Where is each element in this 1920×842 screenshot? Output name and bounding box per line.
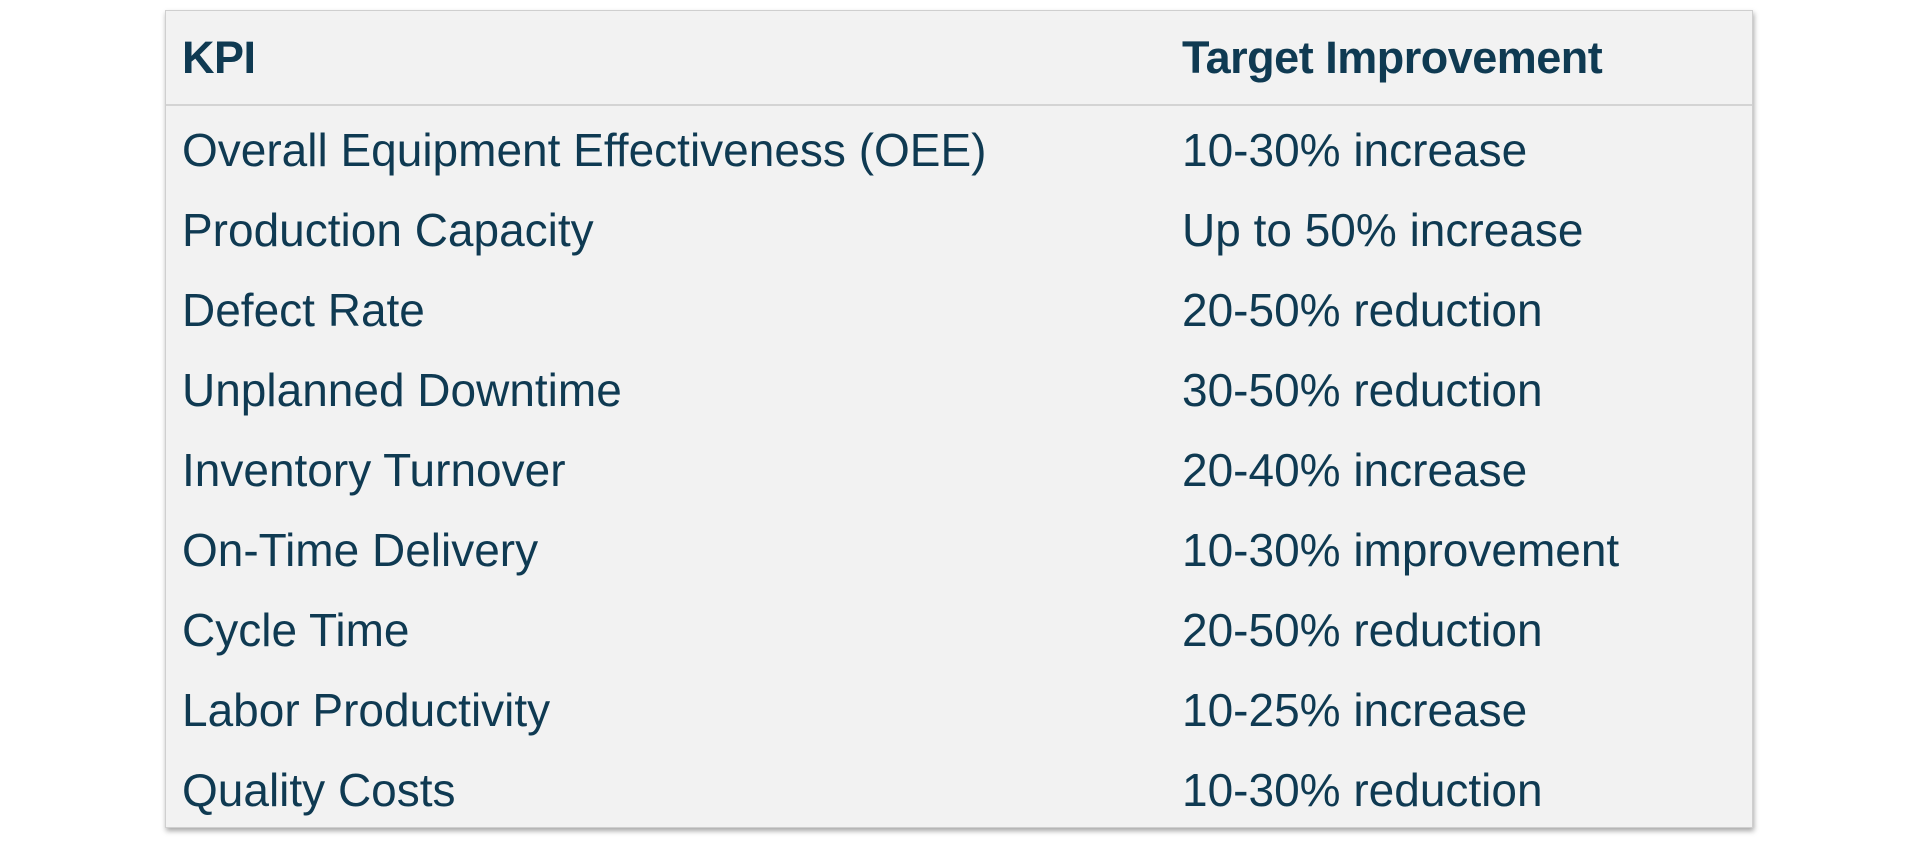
table-row: Cycle Time 20-50% reduction: [166, 590, 1752, 670]
table-row: Unplanned Downtime 30-50% reduction: [166, 350, 1752, 430]
table-row: Production Capacity Up to 50% increase: [166, 190, 1752, 270]
target-cell: 20-40% increase: [1182, 444, 1528, 496]
kpi-table-card: KPI Target Improvement Overall Equipment …: [165, 10, 1753, 828]
target-cell: 30-50% reduction: [1182, 364, 1543, 416]
target-cell: 10-30% reduction: [1182, 764, 1543, 816]
table-row: Inventory Turnover 20-40% increase: [166, 430, 1752, 510]
header-row: KPI Target Improvement: [166, 11, 1752, 106]
kpi-cell: Overall Equipment Effectiveness (OEE): [182, 124, 987, 176]
kpi-cell: On-Time Delivery: [182, 524, 539, 576]
kpi-cell: Inventory Turnover: [182, 444, 566, 496]
table-row: Defect Rate 20-50% reduction: [166, 270, 1752, 350]
kpi-cell: Unplanned Downtime: [182, 364, 622, 416]
target-cell: 20-50% reduction: [1182, 604, 1543, 656]
table-row: Overall Equipment Effectiveness (OEE) 10-…: [166, 105, 1752, 190]
table-row: On-Time Delivery 10-30% improvement: [166, 510, 1752, 590]
target-cell: 20-50% reduction: [1182, 284, 1543, 336]
table-row: Labor Productivity 10-25% increase: [166, 670, 1752, 750]
kpi-cell: Quality Costs: [182, 764, 456, 816]
kpi-table: KPI Target Improvement Overall Equipment …: [166, 11, 1752, 830]
target-cell: 10-30% increase: [1182, 124, 1528, 176]
column-header: KPI: [166, 11, 1166, 106]
target-cell: 10-30% improvement: [1182, 524, 1620, 576]
target-cell: 10-25% increase: [1182, 684, 1528, 736]
kpi-cell: Labor Productivity: [182, 684, 551, 736]
table-body: Overall Equipment Effectiveness (OEE) 10-…: [166, 105, 1752, 830]
kpi-cell: Defect Rate: [182, 284, 425, 336]
kpi-cell: Cycle Time: [182, 604, 410, 656]
column-header: Target Improvement: [1166, 11, 1752, 106]
table-row: Quality Costs 10-30% reduction: [166, 750, 1752, 830]
kpi-cell: Production Capacity: [182, 204, 594, 256]
target-cell: Up to 50% increase: [1182, 204, 1584, 256]
